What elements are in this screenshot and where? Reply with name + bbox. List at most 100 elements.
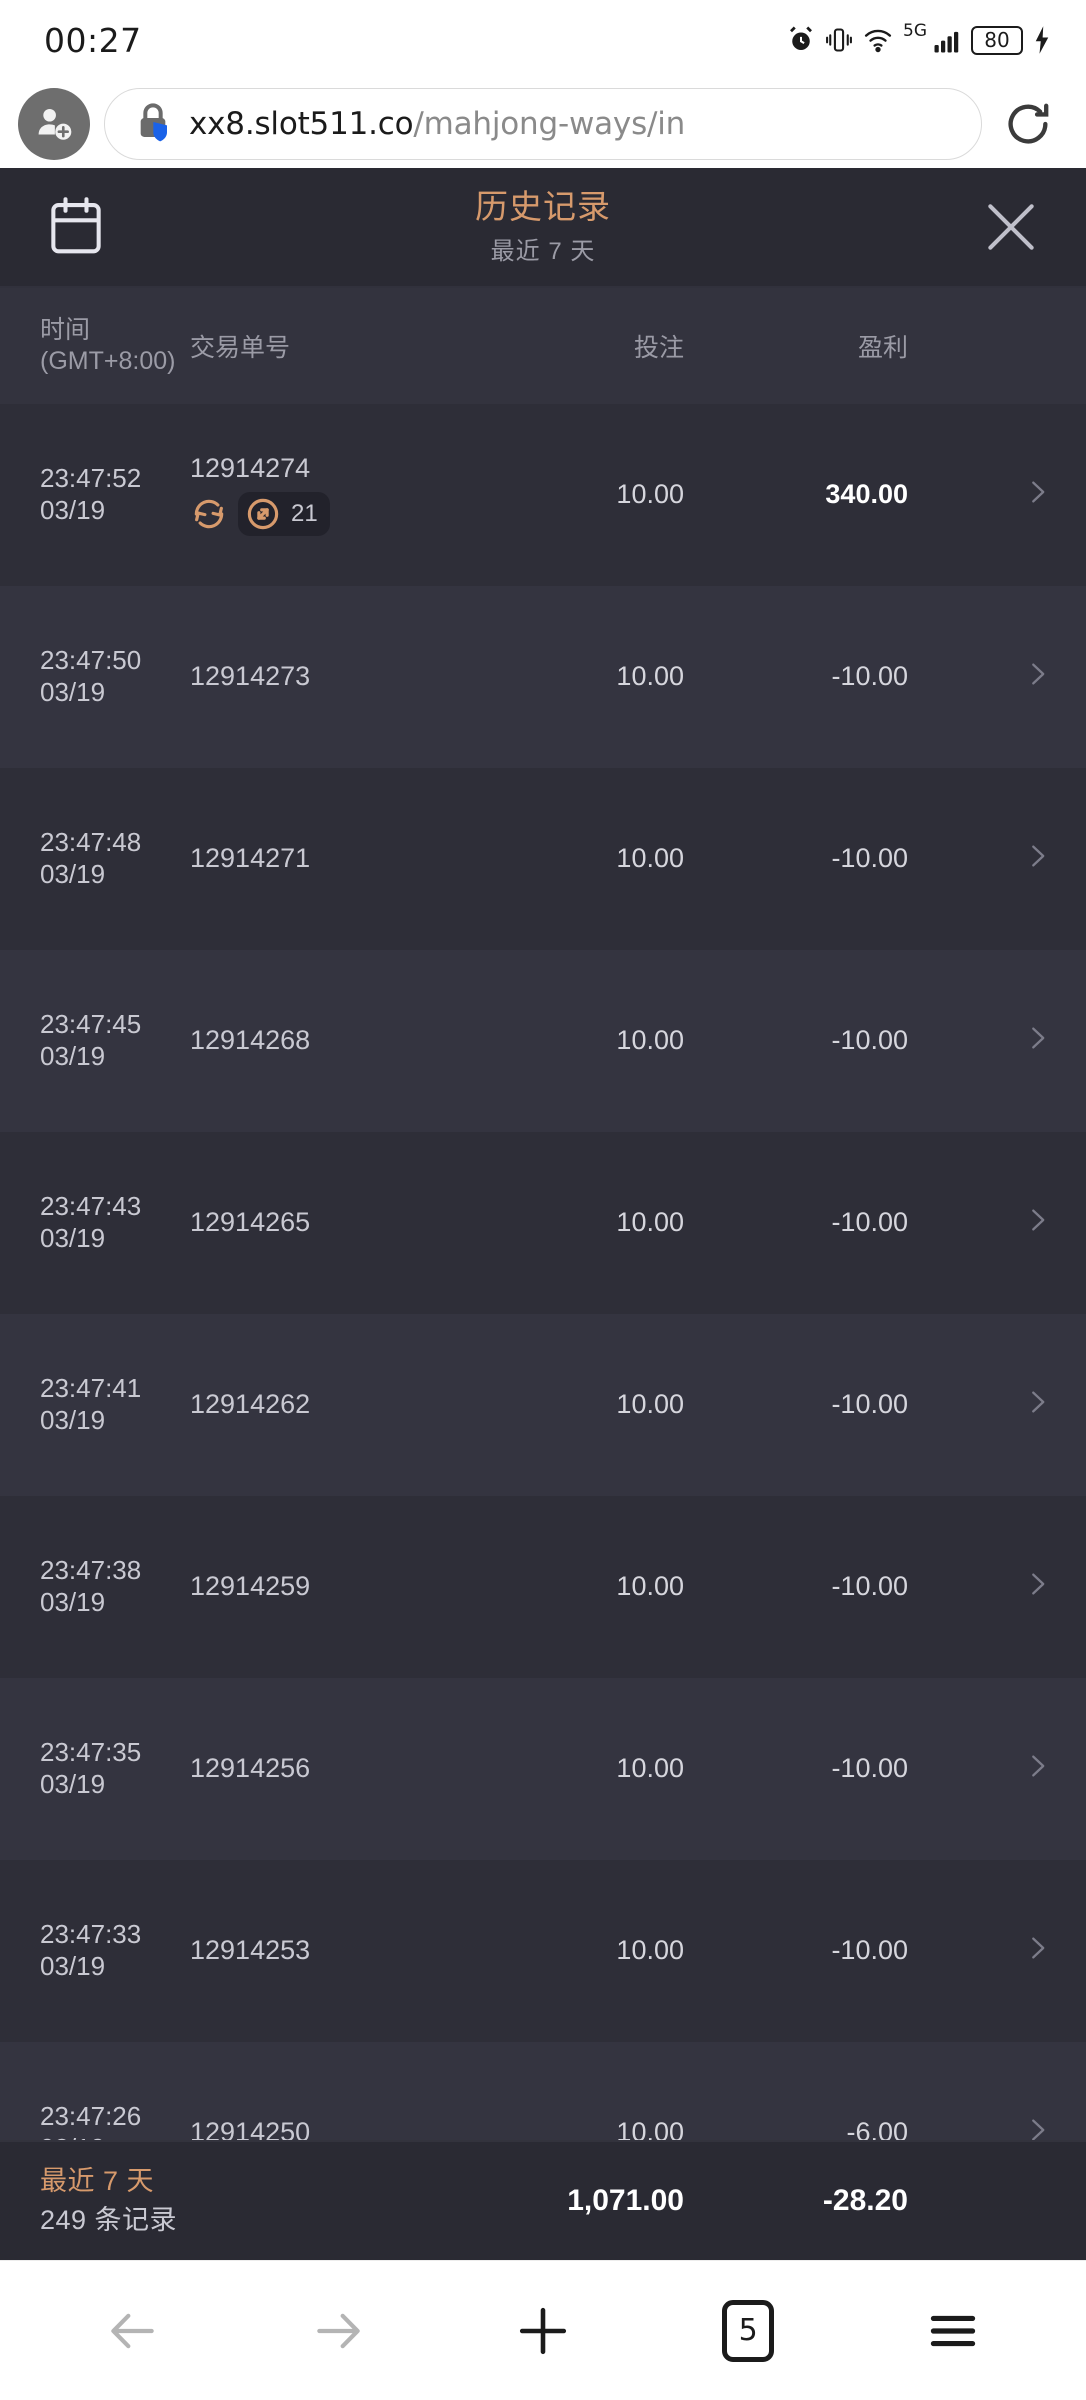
row-profit-amount: -10.00 <box>831 1753 908 1784</box>
alarm-icon <box>786 25 816 55</box>
back-button[interactable] <box>78 2276 188 2386</box>
row-time: 23:47:2603/19 <box>0 2101 190 2140</box>
row-profit-amount: 340.00 <box>825 479 908 510</box>
row-transaction-id-value: 12914259 <box>190 1571 311 1602</box>
reload-icon <box>1008 103 1049 144</box>
row-time-value: 23:47:52 <box>40 463 142 494</box>
row-detail-chevron-icon[interactable] <box>960 1926 1086 1976</box>
row-time: 23:47:38 03/19 <box>0 1555 190 1618</box>
table-row[interactable]: 23:47:52 03/19 12914274 21 10.00 340.00 <box>0 403 1086 586</box>
row-detail-chevron-icon[interactable] <box>960 1562 1086 1612</box>
row-profit-amount: -10.00 <box>831 661 908 692</box>
table-row[interactable]: 23:47:38 03/19 12914259 10.00 -10.00 <box>0 1495 1086 1678</box>
table-row[interactable]: 23:47:50 03/19 12914273 10.00 -10.00 <box>0 585 1086 768</box>
table-row[interactable]: 23:47:41 03/19 12914262 10.00 -10.00 <box>0 1313 1086 1496</box>
row-detail-chevron-icon[interactable] <box>960 1380 1086 1430</box>
row-time-value: 23:47:50 <box>40 645 142 676</box>
table-row[interactable]: 23:47:35 03/19 12914256 10.00 -10.00 <box>0 1677 1086 1860</box>
summary-footer: 最近 7 天 249 条记录 1,071.00 -28.20 <box>0 2140 1086 2260</box>
row-bet-amount: 10.00 <box>616 1571 684 1602</box>
row-detail-chevron-icon[interactable] <box>960 1198 1086 1248</box>
summary-label: 最近 7 天 249 条记录 <box>0 2164 460 2238</box>
plus-icon <box>519 2307 567 2354</box>
row-transaction-id: 12914256 <box>190 1753 460 1784</box>
row-time: 23:47:50 03/19 <box>0 645 190 708</box>
column-header-time: 时间 (GMT+8:00) <box>0 315 190 378</box>
row-bet-amount: 10.00 <box>616 843 684 874</box>
close-button[interactable] <box>980 196 1042 258</box>
table-row[interactable]: 23:47:33 03/19 12914253 10.00 -10.00 <box>0 1859 1086 2042</box>
reload-button[interactable] <box>996 98 1060 150</box>
table-row[interactable]: 23:47:45 03/19 12914268 10.00 -10.00 <box>0 949 1086 1132</box>
row-date-value: 03/19 <box>40 1586 106 1617</box>
row-profit-amount: -10.00 <box>831 1025 908 1056</box>
row-time: 23:47:33 03/19 <box>0 1919 190 1982</box>
back-arrow-icon <box>110 2313 154 2348</box>
transaction-list[interactable]: 23:47:52 03/19 12914274 21 10.00 340.00 23:47:… <box>0 403 1086 2140</box>
row-transaction-id: 12914250 <box>190 2117 460 2140</box>
browser-bottom-nav: 5 <box>0 2260 1086 2400</box>
row-feature-badges: 21 <box>190 492 460 537</box>
row-date-value: 03/19 <box>40 1040 106 1071</box>
respin-icon <box>194 500 224 529</box>
summary-record-count: 249 条记录 <box>40 2205 178 2235</box>
charging-icon <box>1032 25 1052 55</box>
row-transaction-id: 12914265 <box>190 1207 460 1238</box>
row-time: 23:47:48 03/19 <box>0 827 190 890</box>
row-transaction-id-value: 12914265 <box>190 1207 311 1238</box>
row-time-value: 23:47:26 <box>40 2101 142 2132</box>
row-profit-amount: -10.00 <box>831 1207 908 1238</box>
avatar[interactable] <box>18 88 90 160</box>
row-detail-chevron-icon[interactable] <box>960 470 1086 520</box>
row-transaction-id-value: 12914273 <box>190 661 311 692</box>
summary-period: 最近 7 天 <box>40 2165 155 2196</box>
table-row[interactable]: 23:47:43 03/19 12914265 10.00 -10.00 <box>0 1131 1086 1314</box>
row-transaction-id: 12914259 <box>190 1571 460 1602</box>
row-profit-amount: -10.00 <box>831 1389 908 1420</box>
row-transaction-id: 12914273 <box>190 661 460 692</box>
history-panel: 历史记录 最近 7 天 时间 (GMT+8:00) 交易单号 投注 盈利 23:… <box>0 168 1086 2260</box>
row-date-value: 03/19 <box>40 1404 106 1435</box>
row-date-value: 03/19 <box>40 676 106 707</box>
row-bet-amount: 10.00 <box>616 1025 684 1056</box>
row-detail-chevron-icon[interactable] <box>960 652 1086 702</box>
url-host: xx8.slot511.co <box>189 106 414 142</box>
row-transaction-id-value: 12914274 <box>190 453 311 484</box>
row-bet-amount: 10.00 <box>616 1389 684 1420</box>
column-header-bet: 投注 <box>633 333 684 362</box>
url-text: xx8.slot511.co/mahjong-ways/in <box>189 106 685 142</box>
expand-circle-icon <box>247 499 279 530</box>
forward-arrow-icon <box>317 2313 360 2348</box>
new-tab-button[interactable] <box>488 2276 598 2386</box>
row-transaction-id: 12914253 <box>190 1935 460 1966</box>
row-profit-amount: -10.00 <box>831 1571 908 1602</box>
row-transaction-id: 12914271 <box>190 843 460 874</box>
vibrate-icon <box>825 25 853 55</box>
row-date-value: 03/19 <box>40 2133 190 2140</box>
row-time-value: 23:47:38 <box>40 1555 142 1586</box>
close-icon <box>988 204 1034 250</box>
battery-icon: 80 <box>971 25 1023 55</box>
row-date-value: 03/19 <box>40 494 106 525</box>
table-row[interactable]: 23:47:2603/1912914250 10.00 -6.00 <box>0 2041 1086 2140</box>
row-bet-amount: 10.00 <box>616 1935 684 1966</box>
forward-button[interactable] <box>283 2276 393 2386</box>
tab-switcher-button[interactable]: 5 <box>693 2276 803 2386</box>
row-detail-chevron-icon[interactable] <box>960 1016 1086 1066</box>
lock-shield-icon[interactable] <box>133 100 173 149</box>
url-path: /mahjong-ways/in <box>413 106 686 142</box>
row-profit-amount: -6.00 <box>846 2117 908 2140</box>
row-detail-chevron-icon[interactable] <box>960 1744 1086 1794</box>
calendar-button[interactable] <box>46 196 106 258</box>
url-bar[interactable]: xx8.slot511.co/mahjong-ways/in <box>104 88 982 160</box>
table-row[interactable]: 23:47:48 03/19 12914271 10.00 -10.00 <box>0 767 1086 950</box>
row-date-value: 03/19 <box>40 858 106 889</box>
row-profit-amount: -10.00 <box>831 843 908 874</box>
menu-button[interactable] <box>898 2276 1008 2386</box>
row-bet-amount: 10.00 <box>616 1753 684 1784</box>
row-transaction-id-value: 12914262 <box>190 1389 311 1420</box>
row-detail-chevron-icon[interactable] <box>960 834 1086 884</box>
row-bet-amount: 10.00 <box>616 2117 684 2140</box>
row-detail-chevron-icon[interactable] <box>960 2108 1086 2140</box>
